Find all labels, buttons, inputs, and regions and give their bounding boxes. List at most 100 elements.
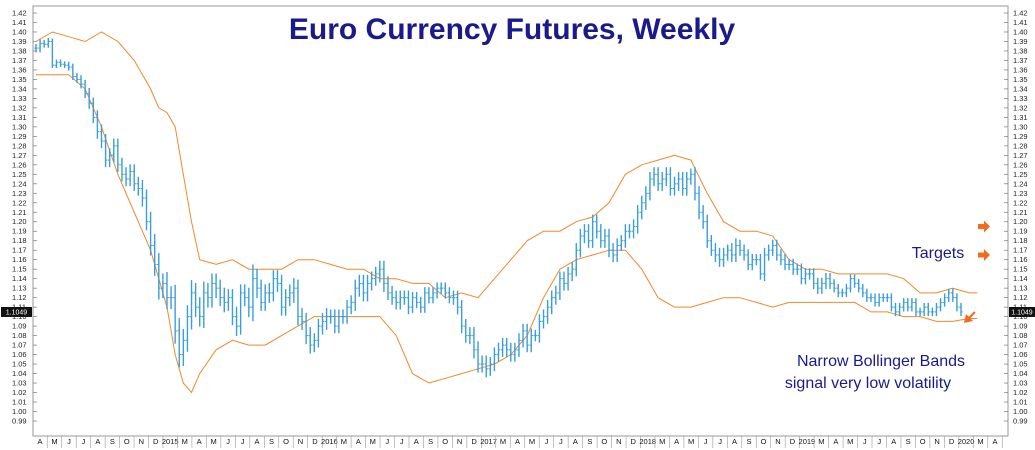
- y-tick-right-label: 1.37: [1013, 56, 1028, 65]
- y-tick-right-label: 1.29: [1013, 132, 1028, 141]
- x-tick-label: O: [601, 437, 607, 446]
- x-tick-label: A: [573, 437, 578, 446]
- x-tick-label: 2015: [162, 437, 179, 446]
- x-tick-label: S: [269, 437, 274, 446]
- x-tick-label: A: [891, 437, 896, 446]
- y-tick-right-label: 1.31: [1013, 113, 1028, 122]
- y-tick-right-label: 1.05: [1013, 360, 1028, 369]
- y-tick-right-label: 1.00: [1013, 407, 1028, 416]
- x-tick-label: M: [688, 437, 694, 446]
- y-tick-left-label: 1.03: [12, 379, 27, 388]
- x-tick-label: 2018: [639, 437, 656, 446]
- y-tick-left-label: 1.15: [12, 265, 27, 274]
- y-tick-left-label: 1.29: [12, 132, 27, 141]
- y-tick-right-label: 1.21: [1013, 208, 1028, 217]
- y-tick-left-label: 1.01: [12, 398, 27, 407]
- x-tick-label: M: [370, 437, 376, 446]
- x-tick-label: J: [226, 437, 230, 446]
- y-tick-left-label: 1.34: [12, 84, 27, 93]
- x-tick-label: J: [67, 437, 71, 446]
- last-price-label: 1.1049: [1011, 309, 1033, 316]
- y-tick-left-label: 1.06: [12, 350, 27, 359]
- y-tick-left-label: 1.27: [12, 151, 27, 160]
- x-tick-label: J: [863, 437, 867, 446]
- x-tick-label: S: [747, 437, 752, 446]
- y-tick-left-label: 1.37: [12, 56, 27, 65]
- x-tick-label: D: [949, 437, 955, 446]
- y-tick-left-label: 1.16: [12, 255, 27, 264]
- y-tick-right-label: 1.40: [1013, 27, 1028, 36]
- x-tick-label: M: [211, 437, 217, 446]
- x-tick-label: N: [775, 437, 780, 446]
- x-tick-label: A: [95, 437, 100, 446]
- y-tick-left-label: 1.36: [12, 65, 27, 74]
- x-tick-label: S: [428, 437, 433, 446]
- x-tick-label: M: [182, 437, 188, 446]
- y-tick-right-label: 1.15: [1013, 265, 1028, 274]
- y-tick-right-label: 1.13: [1013, 284, 1028, 293]
- y-tick-right-label: 1.42: [1013, 9, 1028, 18]
- y-tick-left-label: 1.08: [12, 331, 27, 340]
- last-price-box-left: [1, 306, 32, 317]
- y-tick-right-label: 1.41: [1013, 18, 1028, 27]
- y-tick-right-label: 1.18: [1013, 236, 1028, 245]
- y-tick-left-label: 1.23: [12, 189, 27, 198]
- y-tick-right-label: 1.36: [1013, 65, 1028, 74]
- y-tick-left-label: 1.09: [12, 322, 27, 331]
- x-tick-label: M: [51, 437, 57, 446]
- y-tick-right-label: 0.99: [1013, 417, 1028, 426]
- x-tick-label: J: [241, 437, 245, 446]
- y-tick-right-label: 1.01: [1013, 398, 1028, 407]
- x-tick-label: J: [400, 437, 404, 446]
- x-tick-label: 2016: [321, 437, 338, 446]
- y-tick-left-label: 1.05: [12, 360, 27, 369]
- x-tick-label: D: [790, 437, 796, 446]
- y-tick-right-label: 1.14: [1013, 274, 1028, 283]
- x-tick-label: A: [255, 437, 260, 446]
- x-tick-label: A: [37, 437, 42, 446]
- annotation-line-2: signal very low volatility: [785, 375, 951, 392]
- x-tick-label: A: [992, 437, 997, 446]
- band-arrow-head: [964, 314, 973, 323]
- x-tick-label: O: [283, 437, 289, 446]
- x-tick-label: M: [659, 437, 665, 446]
- y-tick-left-label: 1.42: [12, 9, 27, 18]
- last-price-label: 1.1049: [6, 309, 28, 316]
- x-tick-label: 2019: [799, 437, 816, 446]
- last-price-markers: 1.1049 1.1049: [1, 306, 1035, 317]
- x-tick-label: M: [977, 437, 983, 446]
- y-tick-left-label: 1.02: [12, 388, 27, 397]
- x-tick-label: J: [704, 437, 708, 446]
- y-tick-right-label: 1.24: [1013, 179, 1028, 188]
- y-tick-right-label: 1.27: [1013, 151, 1028, 160]
- y-tick-left-label: 1.07: [12, 341, 27, 350]
- plot-frame: [32, 5, 1009, 437]
- y-tick-left-label: 1.22: [12, 198, 27, 207]
- y-tick-right-label: 1.12: [1013, 293, 1028, 302]
- target-arrow-lower: [978, 248, 990, 261]
- x-tick-label: A: [356, 437, 361, 446]
- x-tick-label: 2017: [480, 437, 497, 446]
- y-tick-left-label: 1.18: [12, 236, 27, 245]
- x-tick-label: M: [529, 437, 535, 446]
- chart-title: Euro Currency Futures, Weekly: [289, 13, 736, 46]
- y-tick-left-label: 1.32: [12, 103, 27, 112]
- annotation-line-1: Narrow Bollinger Bands: [797, 353, 965, 370]
- y-axis-left: 0.991.001.011.021.031.041.051.061.071.08…: [12, 9, 37, 426]
- y-tick-right-label: 1.39: [1013, 37, 1028, 46]
- y-tick-right-label: 1.08: [1013, 331, 1028, 340]
- x-tick-label: J: [718, 437, 722, 446]
- y-tick-left-label: 1.41: [12, 18, 27, 27]
- y-tick-left-label: 1.40: [12, 27, 27, 36]
- y-tick-left-label: 1.25: [12, 170, 27, 179]
- x-tick-label: A: [515, 437, 520, 446]
- x-tick-label: M: [500, 437, 506, 446]
- target-arrow-upper: [978, 220, 990, 233]
- y-tick-right-label: 1.38: [1013, 46, 1028, 55]
- y-tick-left-label: 1.20: [12, 217, 27, 226]
- x-tick-label: D: [153, 437, 159, 446]
- x-tick-label: O: [442, 437, 448, 446]
